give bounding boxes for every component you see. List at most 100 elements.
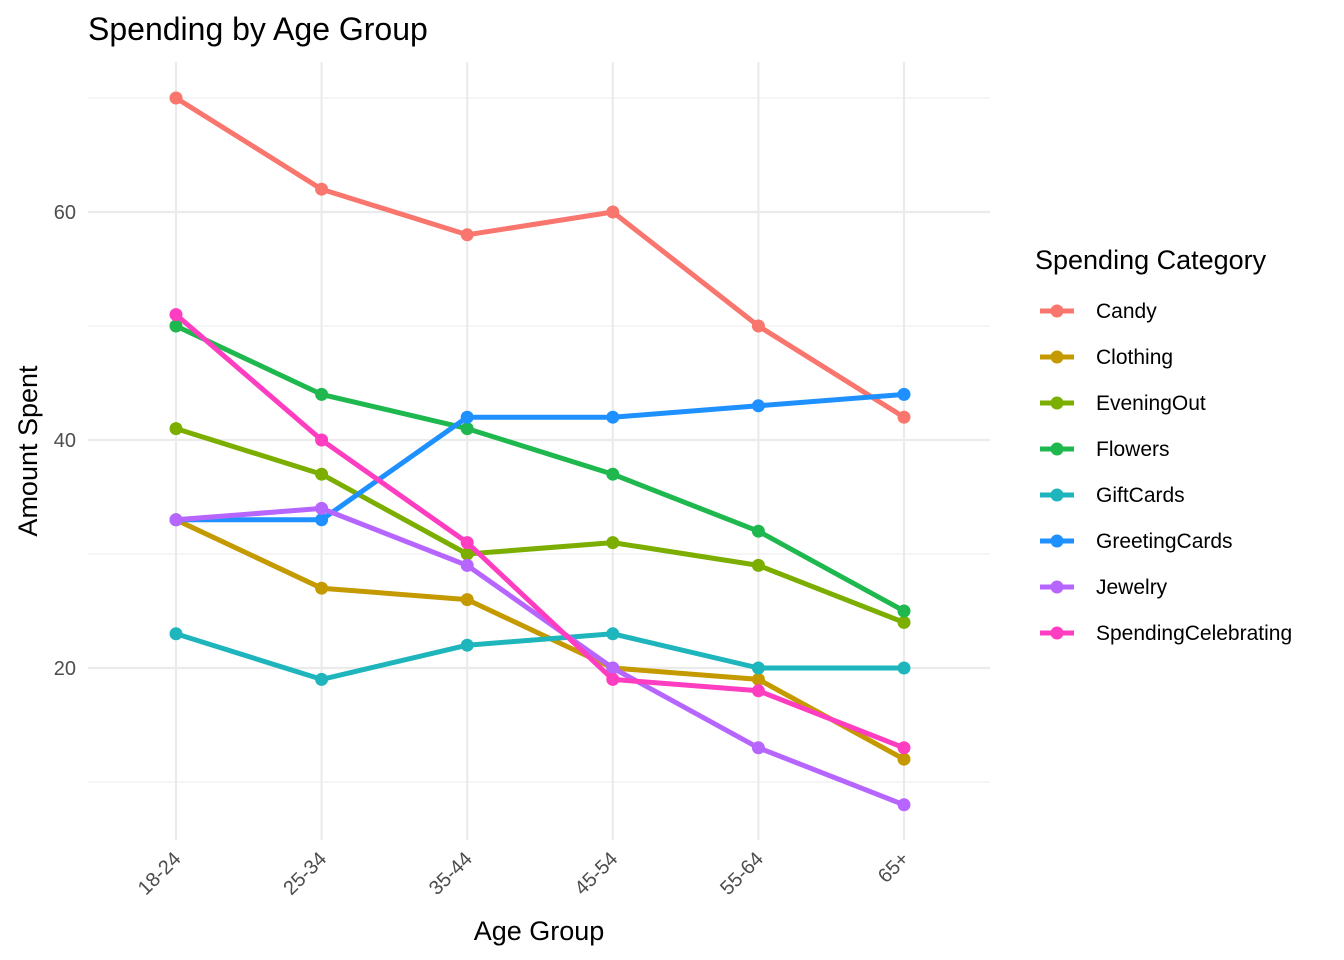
series-giftcards (169, 627, 911, 686)
data-point (897, 741, 911, 755)
series-line (175, 631, 904, 682)
x-tick-label: 18-24 (134, 848, 186, 900)
data-point (606, 627, 620, 641)
y-tick-label: 40 (54, 430, 76, 452)
data-point (897, 387, 911, 401)
data-point (606, 467, 620, 481)
legend-item-flowers: Flowers (1040, 438, 1170, 461)
series-eveningout (169, 422, 911, 629)
legend-key-point (1050, 396, 1064, 410)
series-spendingcelebrating (169, 308, 911, 755)
series-line (174, 323, 906, 614)
data-point (315, 433, 329, 447)
data-point (751, 741, 765, 755)
legend-item-candy: Candy (1040, 300, 1157, 323)
data-point (897, 661, 911, 675)
data-point (897, 615, 911, 629)
legend-label: Flowers (1096, 438, 1170, 461)
data-point (751, 524, 765, 538)
data-point (606, 205, 620, 219)
data-point (460, 558, 474, 572)
x-tick-label: 55-64 (716, 848, 768, 900)
data-point (460, 228, 474, 242)
y-tick-label: 20 (54, 658, 76, 680)
chart-title: Spending by Age Group (88, 11, 428, 47)
legend-item-greetingcards: GreetingCards (1040, 530, 1233, 553)
y-tick-label: 60 (54, 202, 76, 224)
x-tick-label: 65+ (874, 848, 914, 888)
data-point (751, 558, 765, 572)
series-line (175, 426, 905, 625)
legend-item-jewelry: Jewelry (1040, 576, 1168, 599)
legend-title: Spending Category (1035, 245, 1267, 275)
data-point (169, 91, 183, 105)
data-point (315, 501, 329, 515)
data-point (315, 672, 329, 686)
legend-label: Clothing (1096, 346, 1173, 369)
legend-key-point (1050, 350, 1064, 364)
data-point (606, 536, 620, 550)
data-point (751, 319, 765, 333)
data-point (751, 661, 765, 675)
legend-key-point (1050, 580, 1064, 594)
data-point (315, 182, 329, 196)
legend-key-point (1050, 534, 1064, 548)
data-point (460, 593, 474, 607)
data-point (606, 661, 620, 675)
series-jewelry (169, 501, 911, 812)
series-line (176, 391, 905, 523)
series-flowers (169, 319, 911, 618)
y-axis-title: Amount Spent (13, 365, 43, 537)
legend-label: EveningOut (1096, 392, 1206, 415)
legend-item-spendingcelebrating: SpendingCelebrating (1040, 622, 1292, 645)
x-axis-ticks: 18-24 25-34 35-44 45-54 55-64 65+ (134, 848, 914, 900)
data-point (897, 410, 911, 424)
data-point (169, 627, 183, 641)
x-tick-label: 45-54 (571, 848, 623, 900)
data-point (751, 684, 765, 698)
legend-item-clothing: Clothing (1040, 346, 1173, 369)
legend-key-point (1050, 626, 1064, 640)
legend: Spending Category Candy Clothing EveningOu… (1035, 245, 1292, 645)
data-point (606, 410, 620, 424)
legend-key-point (1050, 304, 1064, 318)
data-point (169, 308, 183, 322)
data-point (315, 581, 329, 595)
legend-key-point (1050, 442, 1064, 456)
data-point (460, 410, 474, 424)
legend-label: Candy (1096, 300, 1157, 323)
plot-series (169, 91, 911, 812)
legend-label: GiftCards (1096, 484, 1185, 507)
data-point (460, 638, 474, 652)
data-point (606, 672, 620, 686)
data-point (169, 513, 183, 527)
series-line (174, 95, 906, 420)
series-line (174, 312, 905, 751)
data-point (315, 513, 329, 527)
series-line (174, 517, 906, 762)
data-point (169, 319, 183, 333)
data-point (751, 672, 765, 686)
legend-label: Jewelry (1096, 576, 1168, 599)
data-point (897, 798, 911, 812)
series-line (175, 505, 905, 808)
legend-item-eveningout: EveningOut (1040, 392, 1206, 415)
legend-item-giftcards: GiftCards (1040, 484, 1185, 507)
data-point (897, 752, 911, 766)
legend-key-point (1050, 488, 1064, 502)
x-tick-label: 25-34 (279, 848, 331, 900)
legend-label: SpendingCelebrating (1096, 622, 1292, 645)
data-point (460, 422, 474, 436)
data-point (751, 399, 765, 413)
series-candy (169, 91, 911, 424)
x-axis-title: Age Group (474, 916, 605, 946)
data-point (315, 387, 329, 401)
plot-grid (88, 62, 990, 840)
legend-label: GreetingCards (1096, 530, 1233, 553)
data-point (315, 467, 329, 481)
data-point (460, 547, 474, 561)
data-point (897, 604, 911, 618)
data-point (460, 536, 474, 550)
y-axis-ticks: 20 40 60 (54, 202, 76, 680)
series-greetingcards (169, 387, 911, 527)
